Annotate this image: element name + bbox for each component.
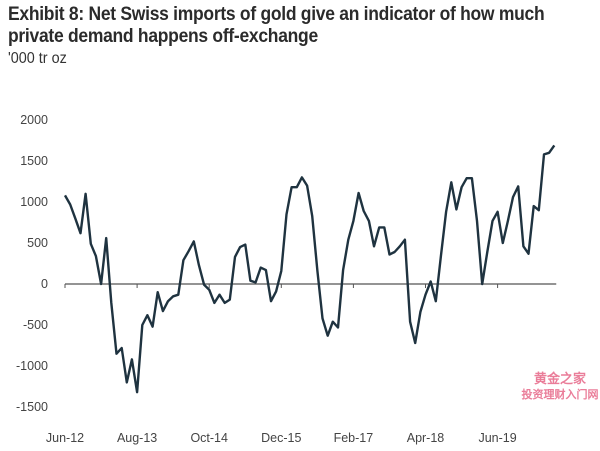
x-tick-label: Apr-18 bbox=[407, 431, 445, 445]
y-tick-label: -1500 bbox=[16, 400, 48, 414]
watermark: 黄金之家 投资理财入门网 bbox=[520, 372, 600, 401]
chart-unit-label: '000 tr oz bbox=[8, 50, 67, 67]
watermark-line2: 投资理财入门网 bbox=[521, 388, 599, 401]
series-line bbox=[63, 144, 556, 394]
y-tick-label: 2000 bbox=[20, 113, 48, 127]
y-tick-label: 500 bbox=[27, 236, 48, 250]
x-axis: Jun-12 Aug-13 Oct-14 Dec-15 Feb-17 Apr-18 Jun-… bbox=[46, 283, 557, 445]
y-tick-label: -500 bbox=[23, 318, 48, 332]
x-tick-label: Dec-15 bbox=[261, 431, 301, 445]
y-tick-label: 1000 bbox=[20, 195, 48, 209]
series-group bbox=[63, 144, 556, 394]
y-tick-label: -1000 bbox=[16, 359, 48, 373]
x-tick-label: Oct-14 bbox=[190, 431, 228, 445]
x-tick-label: Jun-12 bbox=[46, 431, 84, 445]
y-tick-label: 1500 bbox=[20, 154, 48, 168]
y-tick-label: 0 bbox=[41, 277, 48, 291]
chart-title: Exhibit 8: Net Swiss imports of gold giv… bbox=[8, 4, 545, 47]
x-tick-label: Feb-17 bbox=[334, 431, 374, 445]
x-tick-label: Aug-13 bbox=[117, 431, 157, 445]
x-tick-label: Jun-19 bbox=[478, 431, 516, 445]
y-axis: 2000 1500 1000 500 0 -500 -1000 -1500 bbox=[16, 113, 48, 414]
watermark-line1: 黄金之家 bbox=[533, 372, 586, 387]
